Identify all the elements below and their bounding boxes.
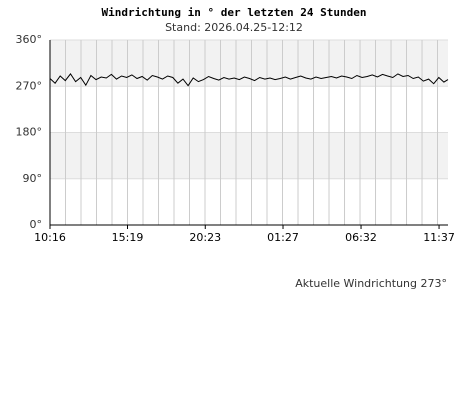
chart-subtitle: Stand: 2026.04.25-12:12 [165, 21, 303, 34]
line [49, 73, 449, 87]
y-tick-label: 0° [30, 218, 43, 231]
y-tick-label: 270° [16, 79, 43, 92]
annotation: Aktuelle Windrichtung 273° [295, 277, 447, 290]
band [50, 132, 448, 179]
x-tick-label: 06:32 [345, 231, 377, 244]
y-tick-label: 90° [23, 172, 43, 185]
x-tick-label: 01:27 [267, 231, 299, 244]
x-tick-label: 10:16 [34, 231, 66, 244]
band [50, 86, 448, 133]
y-tick-label: 180° [16, 126, 43, 139]
x-tick-label: 11:37 [423, 231, 455, 244]
y-tick-label: 360° [16, 33, 43, 46]
x-tick-label: 20:23 [189, 231, 221, 244]
band [50, 40, 448, 87]
x-tick-label: 15:19 [112, 231, 144, 244]
chart-title: Windrichtung in ° der letzten 24 Stunden [102, 6, 367, 19]
band [50, 178, 448, 225]
